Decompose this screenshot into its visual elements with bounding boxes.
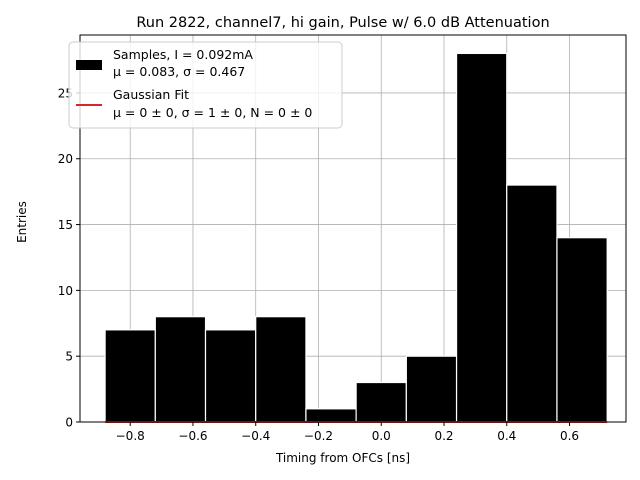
- chart-title: Run 2822, channel7, hi gain, Pulse w/ 6.…: [136, 15, 549, 31]
- histogram-bar: [455, 52, 508, 423]
- legend: Samples, I = 0.092mA μ = 0.083, σ = 0.46…: [68, 41, 343, 129]
- x-tick-label: 0.0: [372, 429, 391, 443]
- y-tick-label: 15: [58, 218, 73, 232]
- x-tick-label: 0.4: [497, 429, 516, 443]
- y-tick-label: 20: [58, 152, 73, 166]
- x-tick-label: −0.4: [241, 429, 270, 443]
- x-tick-label: −0.6: [178, 429, 207, 443]
- histogram-bar: [305, 408, 357, 423]
- y-tick-label: 0: [65, 416, 73, 430]
- legend-swatch-samples: [76, 60, 102, 70]
- legend-stats-samples: μ = 0.083, σ = 0.467: [113, 64, 245, 79]
- x-axis-label: Timing from OFCs [ns]: [275, 451, 410, 465]
- histogram-bar: [556, 237, 608, 423]
- y-tick-label: 5: [65, 350, 73, 364]
- legend-label-samples: Samples, I = 0.092mA: [113, 47, 253, 62]
- histogram-bar: [405, 355, 458, 423]
- histogram-bar: [355, 381, 407, 423]
- histogram-bars: [104, 52, 608, 423]
- histogram-bar: [204, 329, 257, 423]
- y-axis-label: Entries: [15, 201, 29, 243]
- x-tick-label: 0.6: [560, 429, 579, 443]
- legend-stats-fit: μ = 0 ± 0, σ = 1 ± 0, N = 0 ± 0: [113, 105, 312, 120]
- x-tick-label: 0.2: [434, 429, 453, 443]
- histogram-bar: [104, 329, 156, 423]
- legend-box: [68, 41, 343, 129]
- histogram-bar: [154, 316, 207, 423]
- x-tick-label: −0.2: [304, 429, 333, 443]
- y-tick-label: 10: [58, 284, 73, 298]
- legend-label-fit: Gaussian Fit: [113, 87, 189, 102]
- histogram-bar: [255, 316, 307, 423]
- histogram-bar: [506, 184, 558, 423]
- plot-frame: [79, 34, 627, 423]
- x-axis-ticks: −0.8 −0.6 −0.4 −0.2 0.0 0.2 0.4 0.6: [116, 422, 579, 443]
- x-tick-label: −0.8: [116, 429, 145, 443]
